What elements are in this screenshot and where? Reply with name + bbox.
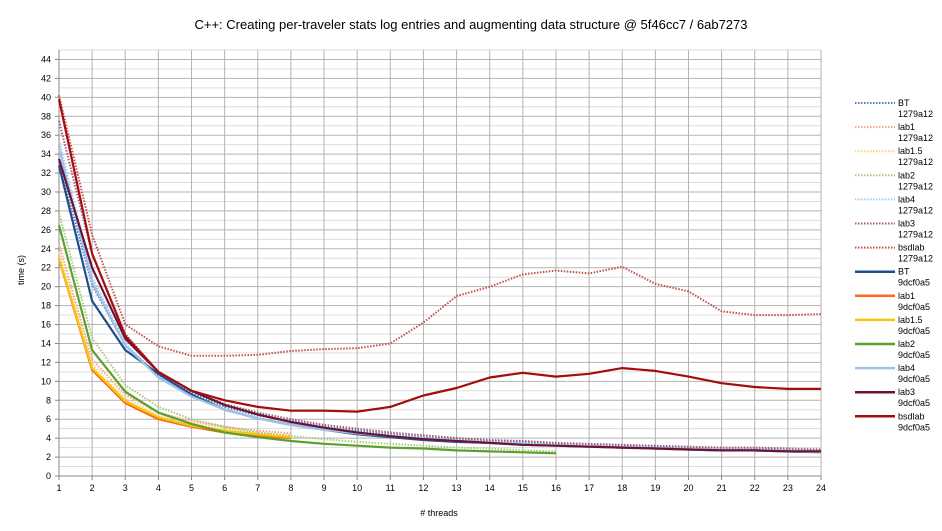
- x-axis-label: # threads: [420, 508, 458, 518]
- y-tick-label: 38: [41, 111, 51, 121]
- legend-series-version: 9dcf0a5: [898, 302, 930, 312]
- legend-series-version: 1279a12: [898, 181, 933, 191]
- y-tick-label: 4: [46, 433, 51, 443]
- y-tick-label: 18: [41, 301, 51, 311]
- y-tick-label: 30: [41, 187, 51, 197]
- x-tick-label: 15: [518, 483, 528, 493]
- legend-series-name: lab3: [898, 387, 915, 397]
- legend-series-version: 1279a12: [898, 133, 933, 143]
- x-tick-label: 4: [156, 483, 161, 493]
- legend-series-name: bsdlab: [898, 243, 925, 253]
- y-tick-label: 2: [46, 452, 51, 462]
- y-tick-label: 34: [41, 149, 51, 159]
- legend-series-version: 9dcf0a5: [898, 374, 930, 384]
- series-line-lab4-9dcf0a5: [57, 147, 822, 454]
- legend-series-version: 9dcf0a5: [898, 350, 930, 360]
- legend-series-version: 1279a12: [898, 205, 933, 215]
- legend-series-version: 1279a12: [898, 230, 933, 240]
- legend-series-name: BT: [898, 98, 910, 108]
- series-line-lab2-9dcf0a5: [57, 224, 557, 455]
- series-lines: [57, 95, 822, 455]
- legend-series-version: 1279a12: [898, 109, 933, 119]
- legend-series-name: lab1.5: [898, 146, 923, 156]
- y-tick-label: 32: [41, 168, 51, 178]
- legend-series-version: 1279a12: [898, 157, 933, 167]
- y-tick-label: 36: [41, 130, 51, 140]
- legend-series-name: lab1: [898, 291, 915, 301]
- x-tick-label: 12: [418, 483, 428, 493]
- legend-series-name: lab2: [898, 170, 915, 180]
- x-tick-label: 22: [750, 483, 760, 493]
- y-tick-label: 8: [46, 395, 51, 405]
- x-tick-label: 24: [816, 483, 826, 493]
- x-tick-label: 3: [123, 483, 128, 493]
- y-tick-label: 0: [46, 471, 51, 481]
- x-tick-label: 5: [189, 483, 194, 493]
- series-line-lab3-1279a12: [58, 120, 822, 451]
- legend: BT1279a12lab11279a12lab1.51279a12lab2127…: [855, 98, 933, 432]
- x-tick-label: 17: [584, 483, 594, 493]
- series-line-lab1-5-9dcf0a5: [57, 257, 291, 439]
- x-tick-label: 19: [650, 483, 660, 493]
- legend-series-name: lab4: [898, 194, 915, 204]
- legend-series-version: 9dcf0a5: [898, 398, 930, 408]
- legend-series-name: lab1.5: [898, 315, 923, 325]
- legend-series-version: 9dcf0a5: [898, 278, 930, 288]
- y-tick-label: 24: [41, 244, 51, 254]
- y-axis-label: time (s): [16, 255, 26, 285]
- x-tick-label: 21: [717, 483, 727, 493]
- y-tick-label: 14: [41, 338, 51, 348]
- series-line-lab1-1279a12: [58, 243, 291, 435]
- legend-series-name: BT: [898, 267, 910, 277]
- y-tick-label: 44: [41, 54, 51, 64]
- gridlines: [58, 49, 822, 477]
- x-tick-label: 14: [485, 483, 495, 493]
- x-tick-label: 1: [56, 483, 61, 493]
- legend-series-version: 1279a12: [898, 254, 933, 264]
- y-tick-label: 12: [41, 357, 51, 367]
- x-tick-label: 6: [222, 483, 227, 493]
- series-line-bsdlab-9dcf0a5: [57, 98, 821, 413]
- legend-series-name: bsdlab: [898, 411, 925, 421]
- legend-series-name: lab4: [898, 363, 915, 373]
- x-tick-label: 13: [452, 483, 462, 493]
- x-tick-label: 18: [617, 483, 627, 493]
- series-line-bsdlab-1279a12: [58, 95, 822, 357]
- x-tick-label: 9: [322, 483, 327, 493]
- x-tick-label: 7: [255, 483, 260, 493]
- y-tick-label: 16: [41, 320, 51, 330]
- legend-series-version: 9dcf0a5: [898, 326, 930, 336]
- x-tick-label: 20: [683, 483, 693, 493]
- y-tick-label: 20: [41, 282, 51, 292]
- x-tick-label: 11: [386, 483, 395, 493]
- legend-series-version: 9dcf0a5: [898, 422, 930, 432]
- legend-series-name: lab1: [898, 122, 915, 132]
- y-tick-label: 26: [41, 225, 51, 235]
- legend-series-name: lab3: [898, 219, 915, 229]
- y-tick-label: 40: [41, 92, 51, 102]
- y-tick-label: 6: [46, 414, 51, 424]
- chart-title: C++: Creating per-traveler stats log ent…: [194, 17, 747, 32]
- x-tick-label: 10: [352, 483, 362, 493]
- x-tick-label: 23: [783, 483, 793, 493]
- y-tick-label: 22: [41, 263, 51, 273]
- y-tick-label: 28: [41, 206, 51, 216]
- y-tick-label: 42: [41, 73, 51, 83]
- x-tick-label: 16: [551, 483, 561, 493]
- x-tick-label: 8: [288, 483, 293, 493]
- x-tick-label: 2: [90, 483, 95, 493]
- legend-series-name: lab2: [898, 339, 915, 349]
- series-line-lab1-5-1279a12: [58, 252, 291, 437]
- y-tick-label: 10: [41, 376, 51, 386]
